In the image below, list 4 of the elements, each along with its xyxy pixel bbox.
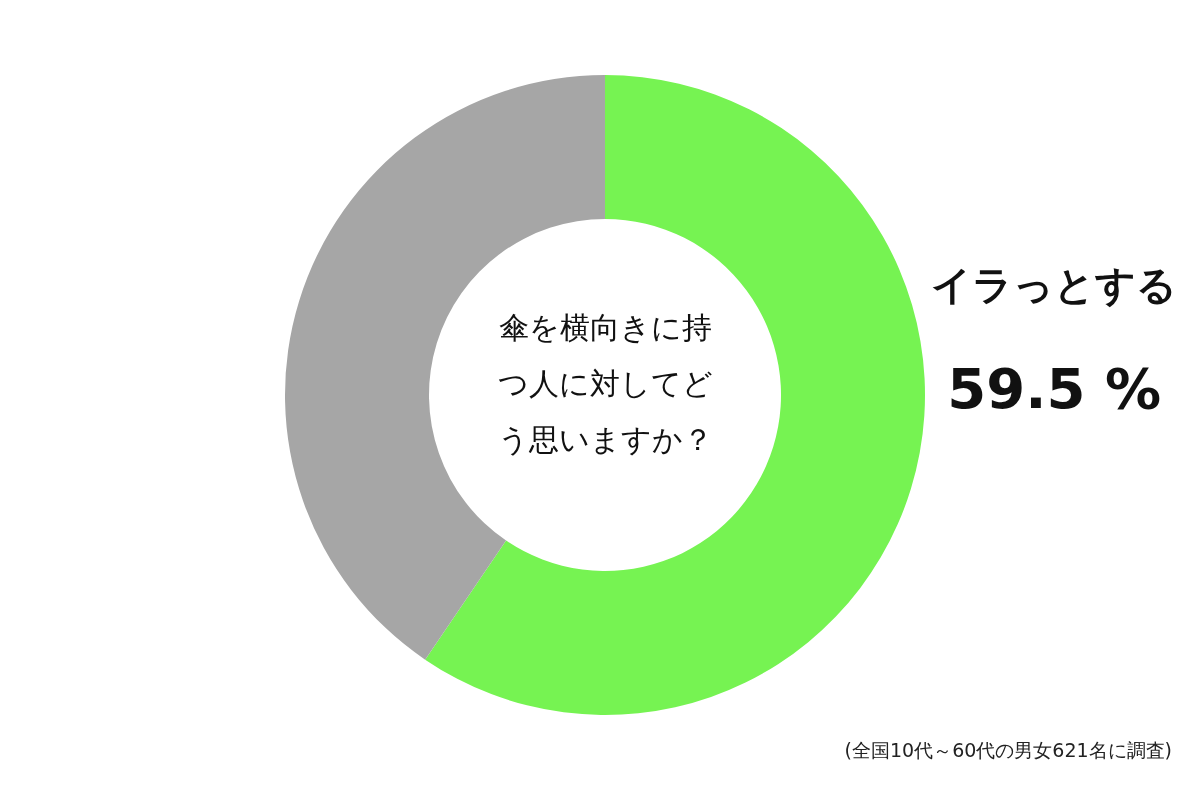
text: (全国10代～60代の男女621名に調査) xyxy=(844,738,1172,763)
text: 傘を横向きに持つ人に対してどう思いますか？ xyxy=(497,309,713,459)
data-label: 59.5 % xyxy=(947,355,1162,421)
slice-label: イラっとする xyxy=(931,261,1178,308)
